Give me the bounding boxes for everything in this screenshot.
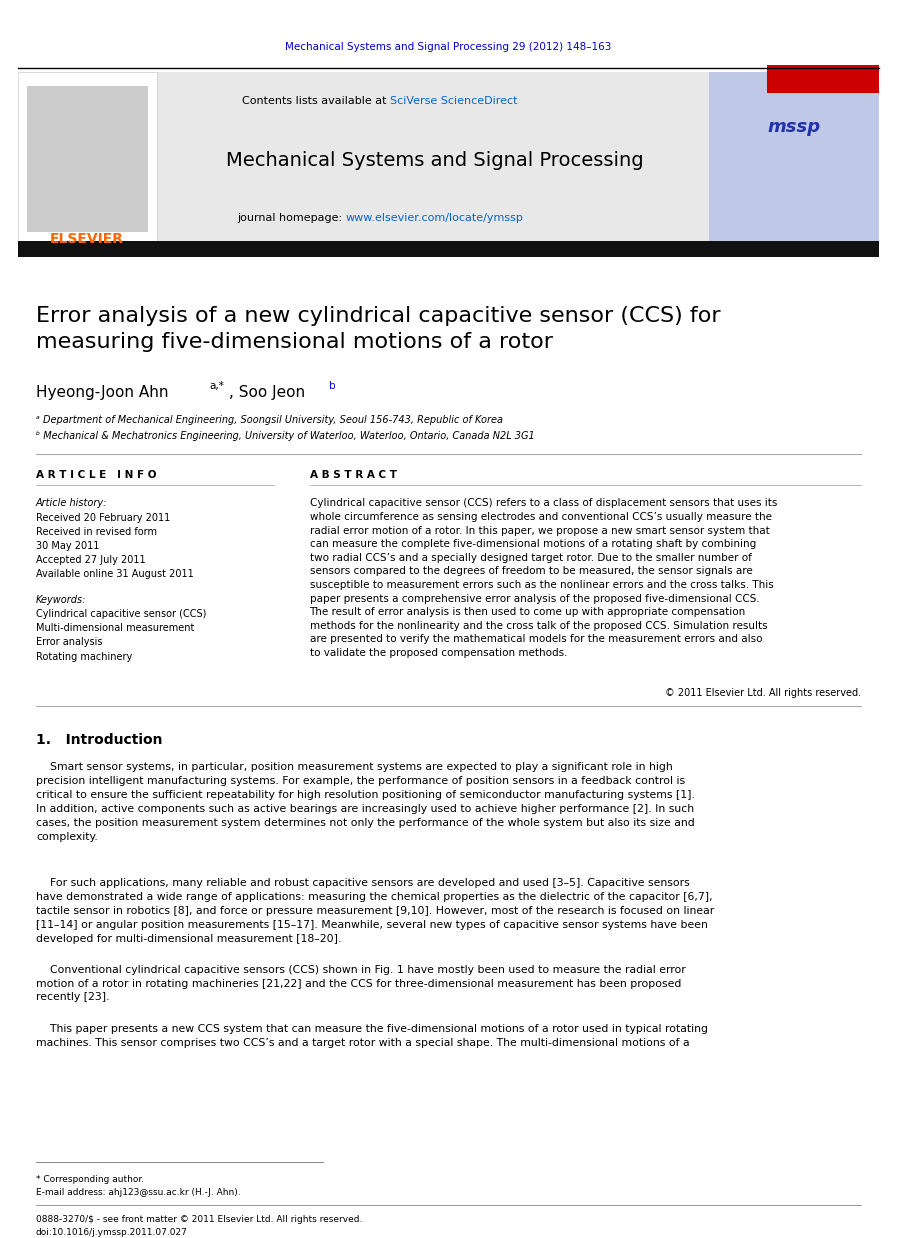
Text: Cylindrical capacitive sensor (CCS) refers to a class of displacement sensors th: Cylindrical capacitive sensor (CCS) refe… bbox=[309, 499, 777, 659]
FancyBboxPatch shape bbox=[18, 72, 157, 246]
Text: Error analysis: Error analysis bbox=[36, 638, 102, 647]
Text: Smart sensor systems, in particular, position measurement systems are expected t: Smart sensor systems, in particular, pos… bbox=[36, 763, 695, 842]
FancyBboxPatch shape bbox=[18, 240, 879, 256]
Text: Available online 31 August 2011: Available online 31 August 2011 bbox=[36, 569, 193, 579]
FancyBboxPatch shape bbox=[708, 72, 879, 246]
Text: For such applications, many reliable and robust capacitive sensors are developed: For such applications, many reliable and… bbox=[36, 879, 714, 943]
Text: mssp: mssp bbox=[767, 118, 821, 136]
Text: Accepted 27 July 2011: Accepted 27 July 2011 bbox=[36, 555, 145, 566]
FancyBboxPatch shape bbox=[767, 66, 879, 93]
Text: E-mail address: ahj123@ssu.ac.kr (H.-J. Ahn).: E-mail address: ahj123@ssu.ac.kr (H.-J. … bbox=[36, 1188, 240, 1197]
Text: www.elsevier.com/locate/ymssp: www.elsevier.com/locate/ymssp bbox=[346, 213, 523, 223]
Text: Received 20 February 2011: Received 20 February 2011 bbox=[36, 513, 171, 522]
Text: journal homepage:: journal homepage: bbox=[237, 213, 346, 223]
Text: A B S T R A C T: A B S T R A C T bbox=[309, 470, 396, 480]
Text: This paper presents a new CCS system that can measure the five-dimensional motio: This paper presents a new CCS system tha… bbox=[36, 1024, 707, 1047]
Text: 0888-3270/$ - see front matter © 2011 Elsevier Ltd. All rights reserved.: 0888-3270/$ - see front matter © 2011 El… bbox=[36, 1216, 362, 1224]
Text: Hyeong-Joon Ahn: Hyeong-Joon Ahn bbox=[36, 385, 169, 400]
Text: ELSEVIER: ELSEVIER bbox=[50, 233, 124, 246]
Text: A R T I C L E   I N F O: A R T I C L E I N F O bbox=[36, 470, 156, 480]
Text: Received in revised form: Received in revised form bbox=[36, 527, 157, 537]
Text: 1.   Introduction: 1. Introduction bbox=[36, 733, 162, 747]
Text: ᵃ Department of Mechanical Engineering, Soongsil University, Seoul 156-743, Repu: ᵃ Department of Mechanical Engineering, … bbox=[36, 415, 502, 425]
FancyBboxPatch shape bbox=[27, 87, 148, 232]
Text: Article history:: Article history: bbox=[36, 499, 107, 509]
Text: Multi-dimensional measurement: Multi-dimensional measurement bbox=[36, 623, 194, 634]
Text: Mechanical Systems and Signal Processing 29 (2012) 148–163: Mechanical Systems and Signal Processing… bbox=[286, 42, 612, 52]
Text: 30 May 2011: 30 May 2011 bbox=[36, 541, 99, 551]
Text: * Corresponding author.: * Corresponding author. bbox=[36, 1175, 144, 1184]
Text: a,*: a,* bbox=[209, 381, 224, 391]
Text: Contents lists available at: Contents lists available at bbox=[242, 97, 390, 106]
FancyBboxPatch shape bbox=[157, 72, 708, 246]
Text: Conventional cylindrical capacitive sensors (CCS) shown in Fig. 1 have mostly be: Conventional cylindrical capacitive sens… bbox=[36, 964, 686, 1003]
Text: Cylindrical capacitive sensor (CCS): Cylindrical capacitive sensor (CCS) bbox=[36, 609, 206, 619]
Text: Mechanical Systems and Signal Processing: Mechanical Systems and Signal Processing bbox=[227, 151, 644, 170]
Text: © 2011 Elsevier Ltd. All rights reserved.: © 2011 Elsevier Ltd. All rights reserved… bbox=[665, 688, 862, 698]
Text: SciVerse ScienceDirect: SciVerse ScienceDirect bbox=[390, 97, 518, 106]
Text: b: b bbox=[329, 381, 336, 391]
Text: Keywords:: Keywords: bbox=[36, 595, 86, 605]
Text: , Soo Jeon: , Soo Jeon bbox=[229, 385, 305, 400]
Text: Rotating machinery: Rotating machinery bbox=[36, 651, 132, 661]
Text: doi:10.1016/j.ymssp.2011.07.027: doi:10.1016/j.ymssp.2011.07.027 bbox=[36, 1228, 188, 1237]
Text: ᵇ Mechanical & Mechatronics Engineering, University of Waterloo, Waterloo, Ontar: ᵇ Mechanical & Mechatronics Engineering,… bbox=[36, 431, 534, 441]
Text: Error analysis of a new cylindrical capacitive sensor (CCS) for
measuring five-d: Error analysis of a new cylindrical capa… bbox=[36, 306, 720, 352]
